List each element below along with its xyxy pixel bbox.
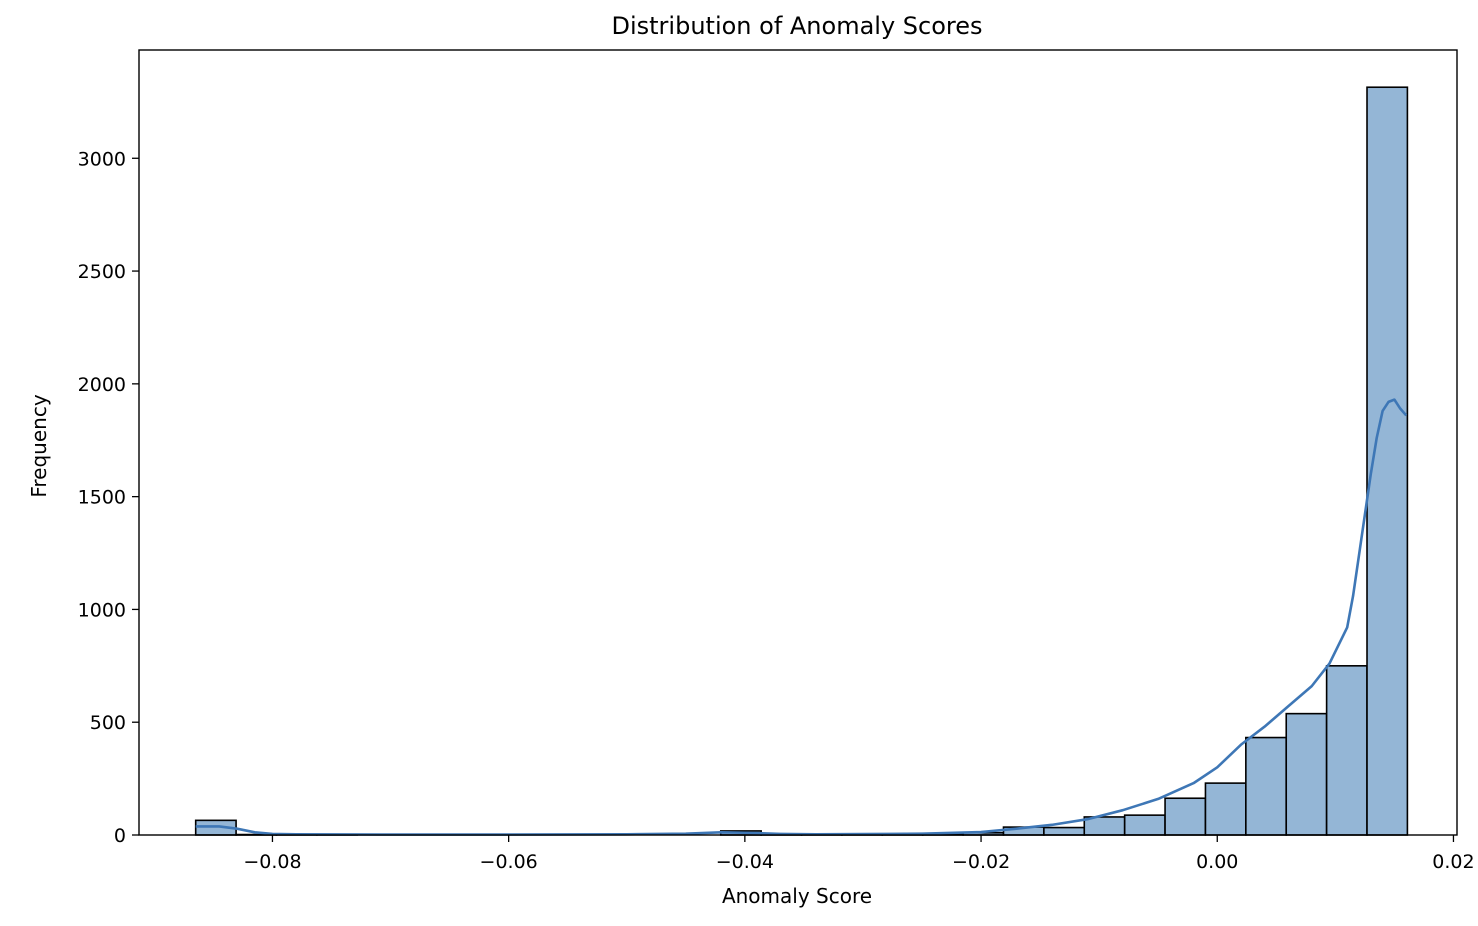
histogram-bar	[1325, 665, 1368, 836]
x-tick-label: 0.02	[1432, 851, 1474, 873]
histogram-bar	[1123, 814, 1166, 836]
y-axis-label: Frequency	[27, 394, 51, 497]
histogram-bar	[1285, 712, 1328, 836]
histogram-bar	[1204, 782, 1247, 836]
y-tick-label: 500	[90, 712, 126, 734]
y-axis-ticks: 0 500 1000 1500 2000 2500 3000	[78, 148, 139, 847]
x-axis-ticks: −0.08 −0.06 −0.04 −0.02 0.00 0.02	[243, 835, 1475, 873]
histogram-bar	[1043, 826, 1086, 836]
histogram-bar	[1164, 797, 1207, 836]
x-tick-label: −0.08	[243, 851, 301, 873]
x-tick-label: −0.04	[716, 851, 774, 873]
y-tick-label: 2000	[78, 374, 126, 396]
plot-frame	[138, 49, 1458, 836]
y-tick-label: 2500	[78, 261, 126, 283]
bars-layer	[194, 86, 1409, 836]
x-tick-label: 0.00	[1196, 851, 1238, 873]
y-tick-label: 1000	[78, 599, 126, 621]
y-tick-label: 0	[114, 825, 126, 847]
y-tick-label: 1500	[78, 487, 126, 509]
x-tick-label: −0.06	[480, 851, 538, 873]
x-tick-label: −0.02	[952, 851, 1010, 873]
chart-title: Distribution of Anomaly Scores	[611, 12, 982, 40]
kde-curve	[195, 398, 1408, 836]
x-axis-label: Anomaly Score	[722, 884, 872, 908]
histogram-bar	[1245, 736, 1288, 836]
y-tick-label: 3000	[78, 148, 126, 170]
